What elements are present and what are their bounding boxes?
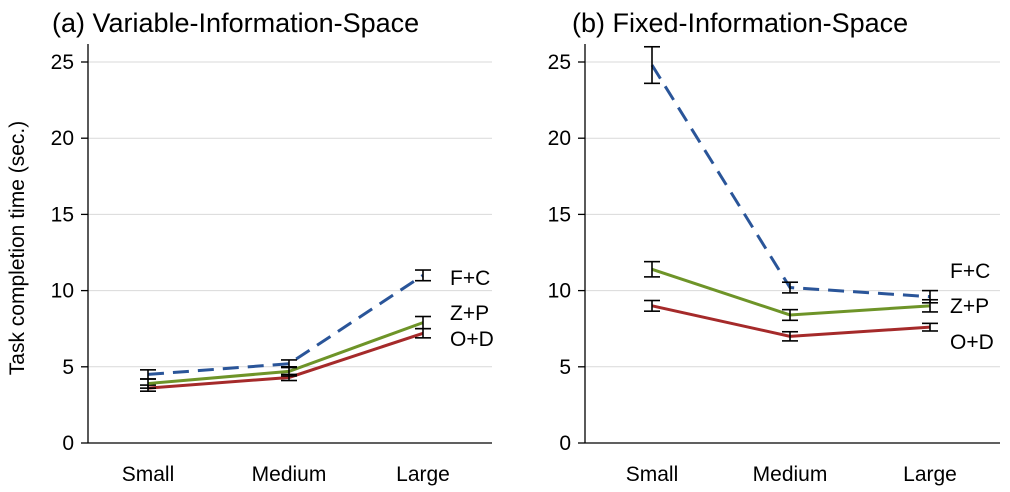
x-tick-label: Large: [396, 463, 450, 486]
x-tick-label: Small: [626, 463, 679, 486]
chart-title: (a) Variable-Information-Space: [52, 8, 419, 38]
y-tick-label: 5: [559, 356, 571, 379]
x-tick-label: Small: [122, 463, 175, 486]
y-tick-label: 20: [51, 127, 74, 150]
y-tick-label: 10: [51, 280, 74, 303]
series-label: O+D: [950, 331, 994, 354]
y-tick-label: 25: [51, 51, 74, 74]
chart-title: (b) Fixed-Information-Space: [572, 8, 908, 38]
y-tick-label: 5: [62, 356, 74, 379]
y-tick-label: 15: [548, 203, 571, 226]
series-label: F+C: [950, 260, 990, 283]
x-tick-label: Medium: [753, 463, 828, 486]
series-label: F+C: [450, 267, 490, 290]
series-label: Z+P: [950, 295, 989, 318]
x-tick-label: Large: [903, 463, 957, 486]
series-line-f-c: [650, 64, 931, 299]
series-label: Z+P: [450, 302, 489, 325]
y-tick-label: 15: [51, 203, 74, 226]
x-tick-label: Medium: [252, 463, 327, 486]
y-tick-label: 0: [559, 432, 571, 455]
y-tick-label: 20: [548, 127, 571, 150]
chart-panel-1: (a) Variable-Information-Space 0 5 10 15 20 25…: [6, 8, 494, 486]
chart-panel-2: (b) Fixed-Information-Space 0 5 10 15 20 25 Sma…: [548, 8, 1000, 486]
y-axis-label: Task completion time (sec.): [6, 121, 29, 375]
y-tick-label: 25: [548, 51, 571, 74]
series-label: O+D: [450, 328, 494, 351]
y-tick-label: 0: [62, 432, 74, 455]
y-tick-label: 10: [548, 280, 571, 303]
